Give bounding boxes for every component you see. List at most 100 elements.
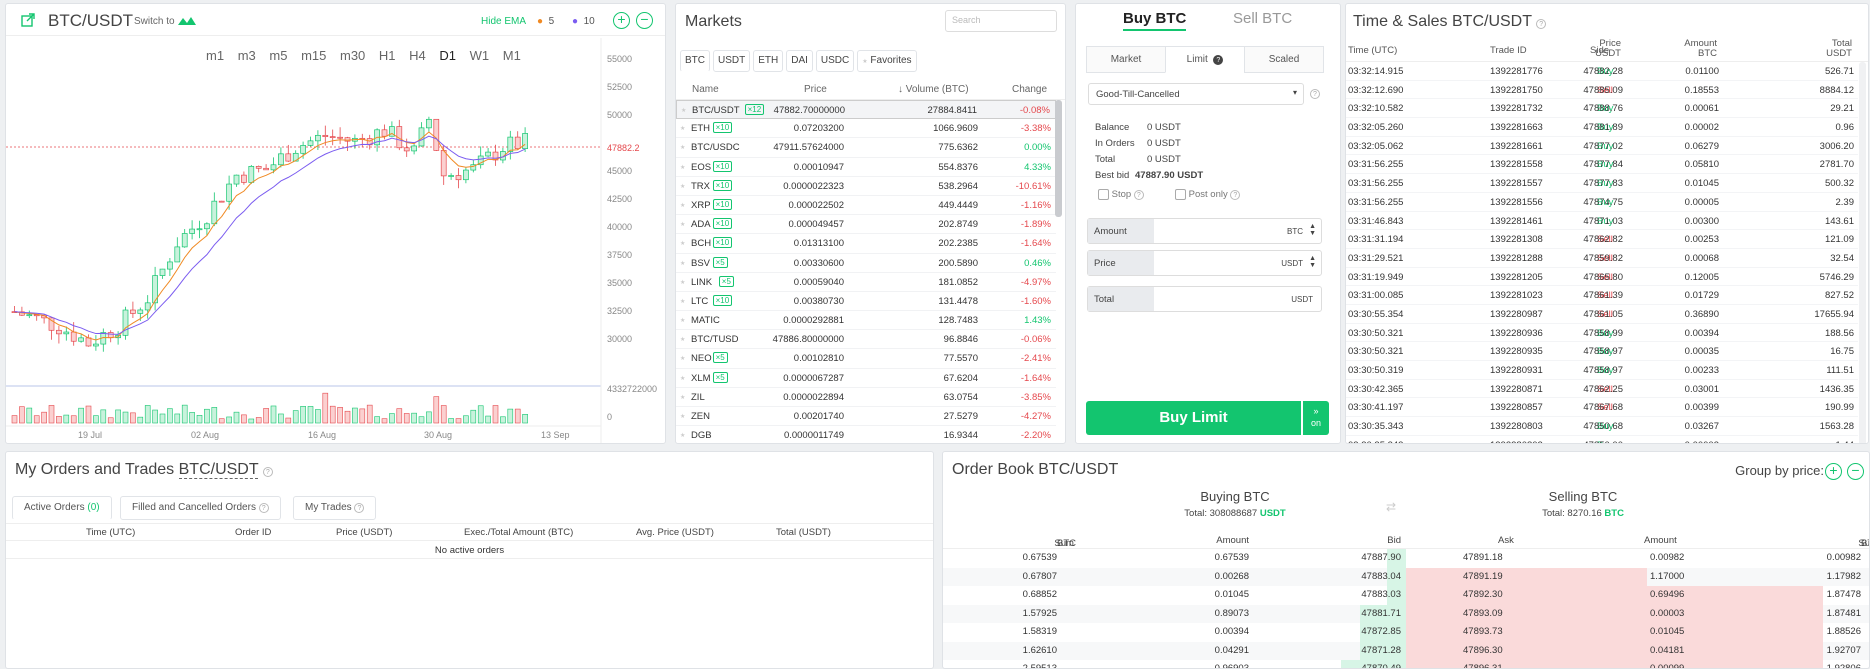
market-row[interactable]: ★ BTC/USDC 47911.57624000 775.6362 0.00% <box>676 138 1056 158</box>
tab-active-orders[interactable]: Active Orders (0) <box>12 496 112 520</box>
markets-search-input[interactable]: Search <box>945 10 1057 32</box>
tab-dai[interactable]: DAI <box>786 50 813 72</box>
order-book-row[interactable]: 1.62610 0.04291 47871.28 47896.30 0.0418… <box>943 641 1869 660</box>
switch-to-label[interactable]: Switch to <box>134 16 175 27</box>
help-icon[interactable]: ? <box>1536 19 1547 29</box>
market-row[interactable]: ★ TRX ×10 0.0000022323 538.2964 -10.61% <box>676 177 1056 196</box>
timeframe-d1[interactable]: D1 <box>439 48 457 63</box>
market-row[interactable]: ★ BCH ×10 0.01313100 202.2385 -1.64% <box>676 234 1056 254</box>
order-type-scaled[interactable]: Scaled <box>1244 46 1324 73</box>
timeframe-w1[interactable]: W1 <box>469 48 490 63</box>
star-icon[interactable]: ★ <box>680 126 686 133</box>
candlestick-chart[interactable]: 55000 52500 50000 45000 42500 40000 3750… <box>6 4 666 444</box>
help-icon[interactable]: ? <box>1213 55 1224 65</box>
star-icon[interactable]: ★ <box>680 375 686 382</box>
market-row[interactable]: ★ ADA ×10 0.000049457 202.8749 -1.89% <box>676 215 1056 235</box>
star-icon[interactable]: ★ <box>680 394 686 401</box>
star-icon[interactable]: ★ <box>680 356 686 363</box>
markets-scrollbar[interactable] <box>1055 100 1062 217</box>
tab-my-trades[interactable]: My Trades ? <box>293 496 377 520</box>
hide-ema-toggle[interactable]: Hide EMA <box>481 16 527 27</box>
total-field[interactable]: Total USDT <box>1087 286 1322 312</box>
col-name[interactable]: Name <box>692 84 719 95</box>
tab-usdt[interactable]: USDT <box>713 50 751 72</box>
market-row[interactable]: ★ ZIL 0.0000022894 63.0754 -3.85% <box>676 388 1056 407</box>
tab-sell[interactable]: Sell BTC <box>1233 10 1293 27</box>
order-type-limit[interactable]: Limit ? <box>1165 46 1245 73</box>
star-icon[interactable]: ★ <box>680 337 686 344</box>
timeframe-h4[interactable]: H4 <box>409 48 426 63</box>
stepper-icon[interactable]: ▲ ▼ <box>1309 255 1316 269</box>
market-row[interactable]: ★ XRP ×10 0.000022502 449.4449 -1.16% <box>676 196 1056 216</box>
star-icon[interactable]: ★ <box>680 279 686 286</box>
timeframe-m1[interactable]: m1 <box>206 48 225 63</box>
swap-icon[interactable]: ⇄ <box>1386 500 1397 514</box>
star-icon[interactable]: ★ <box>680 241 686 248</box>
stepper-icon[interactable]: ▲ ▼ <box>1309 223 1316 237</box>
col-volume[interactable]: ↓ Volume (BTC) <box>898 84 969 95</box>
tab-btc[interactable]: BTC <box>680 50 710 72</box>
stop-option[interactable]: Stop ? <box>1098 189 1144 201</box>
star-icon[interactable]: ★ <box>680 260 686 267</box>
time-sales-scrollbar[interactable] <box>1859 62 1866 443</box>
timeframe-m30[interactable]: m30 <box>339 48 366 63</box>
zoom-out-button[interactable]: − <box>636 12 653 29</box>
market-row[interactable]: ★ EOS ×10 0.00010947 554.8376 4.33% <box>676 158 1056 177</box>
zoom-in-button[interactable]: + <box>613 12 630 29</box>
star-icon[interactable]: ★ <box>680 414 686 420</box>
market-row[interactable]: ★ LINK ×5 0.00059040 181.0852 -4.97% <box>676 273 1056 292</box>
order-book-row[interactable]: 0.68852 0.01045 47883.03 47892.30 0.6949… <box>943 586 1869 605</box>
help-icon[interactable]: ? <box>354 503 365 513</box>
help-icon[interactable]: ? <box>1310 89 1320 99</box>
help-icon[interactable]: ? <box>262 467 273 477</box>
star-icon[interactable]: ★ <box>680 164 686 171</box>
tab-usdc[interactable]: USDC <box>815 50 855 72</box>
order-book-row[interactable]: 2.59513 0.96903 47870.49 47896.31 0.0009… <box>943 660 1869 668</box>
order-book-row[interactable]: 0.67539 0.67539 47887.90 47891.18 0.0098… <box>943 549 1869 568</box>
amount-field[interactable]: Amount BTC ▲ ▼ <box>1087 218 1322 244</box>
help-icon[interactable]: ? <box>258 503 269 513</box>
timeframe-mo1[interactable]: M1 <box>502 48 521 63</box>
market-row[interactable]: ★ XLM ×5 0.0000067287 67.6204 -1.64% <box>676 369 1056 388</box>
star-icon[interactable]: ★ <box>680 433 686 440</box>
group-increase-button[interactable]: + <box>1825 463 1842 480</box>
star-icon[interactable]: ★ <box>680 202 686 209</box>
market-row[interactable]: ★ MATIC 0.0000292881 128.7483 1.43% <box>676 311 1056 331</box>
buy-limit-button[interactable]: Buy Limit <box>1086 401 1301 435</box>
timeframe-m5[interactable]: m5 <box>269 48 288 63</box>
star-icon[interactable]: ★ <box>681 108 687 114</box>
timeframe-m3[interactable]: m3 <box>237 48 256 63</box>
timeframe-h1[interactable]: H1 <box>378 48 396 63</box>
star-icon[interactable]: ★ <box>680 318 686 325</box>
tradingview-switch-icon[interactable] <box>177 15 197 26</box>
advanced-toggle-button[interactable]: » on <box>1303 401 1329 435</box>
market-row[interactable]: ★ BSV ×5 0.00330600 200.5890 0.46% <box>676 254 1056 273</box>
market-row[interactable]: ★ LTC ×10 0.00380730 131.4478 -1.60% <box>676 292 1056 312</box>
star-icon[interactable]: ★ <box>680 145 686 152</box>
timeframe-m15[interactable]: m15 <box>301 48 327 63</box>
market-row[interactable]: ★ DGB 0.0000011749 16.9344 -2.20% <box>676 426 1056 443</box>
order-type-market[interactable]: Market <box>1086 46 1166 73</box>
market-row[interactable]: ★ ETH ×10 0.07203200 1066.9609 -3.38% <box>676 119 1056 139</box>
tab-favorites[interactable]: ★ Favorites <box>857 50 917 72</box>
star-icon[interactable]: ★ <box>680 222 686 229</box>
help-icon[interactable]: ? <box>1230 190 1241 201</box>
market-row[interactable]: ★ NEO ×5 0.00102810 77.5570 -2.41% <box>676 349 1056 369</box>
post-only-checkbox[interactable] <box>1175 189 1186 200</box>
col-price[interactable]: Price <box>804 84 827 95</box>
stop-checkbox[interactable] <box>1098 189 1109 200</box>
help-icon[interactable]: ? <box>1133 190 1144 201</box>
post-only-option[interactable]: Post only ? <box>1175 189 1241 201</box>
market-row[interactable]: ★ ZEN 0.00201740 27.5279 -4.27% <box>676 407 1056 427</box>
star-icon[interactable]: ★ <box>680 298 686 305</box>
group-decrease-button[interactable]: − <box>1847 463 1864 480</box>
tab-buy[interactable]: Buy BTC <box>1123 10 1187 31</box>
order-book-row[interactable]: 1.58319 0.00394 47872.85 47893.73 0.0104… <box>943 623 1869 642</box>
star-icon[interactable]: ★ <box>680 183 686 190</box>
external-link-icon[interactable] <box>21 13 35 27</box>
market-row[interactable]: ★ BTC/USDT ×12 47882.70000000 27884.8411… <box>676 100 1056 120</box>
order-book-row[interactable]: 0.67807 0.00268 47883.04 47891.19 1.1700… <box>943 567 1869 586</box>
market-row[interactable]: ★ BTC/TUSD 47886.80000000 96.8846 -0.06% <box>676 330 1056 350</box>
pair-selector[interactable]: BTC/USDT <box>178 461 259 479</box>
tab-eth[interactable]: ETH <box>753 50 784 72</box>
